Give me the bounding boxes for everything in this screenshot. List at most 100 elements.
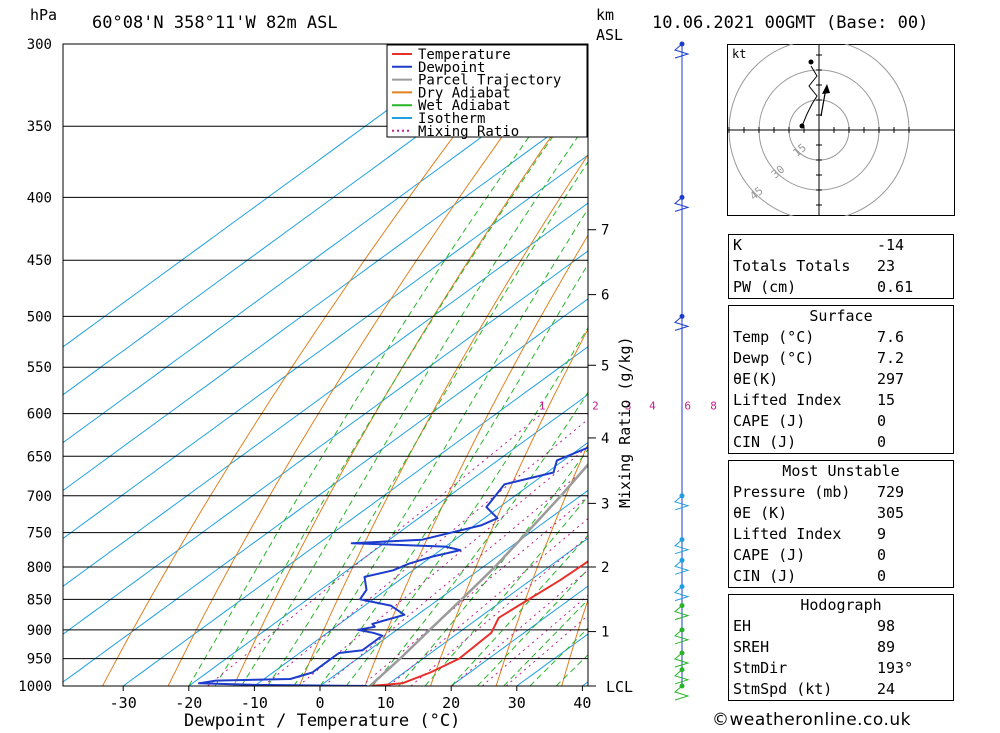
hodograph-point [808, 59, 814, 65]
hodo-row: StmSpd (kt) 24 [733, 680, 896, 698]
pressure-tick-label: 450 [27, 253, 52, 269]
asl-label: ASL [596, 26, 623, 44]
wind-barb [673, 559, 690, 575]
dry-adiabat-line [955, 44, 1000, 686]
pressure-tick-label: 850 [27, 592, 52, 608]
mixing-ratio-label: 2 [592, 400, 599, 413]
wind-profile [673, 41, 690, 701]
legend-entry-label: Dewpoint [418, 60, 485, 76]
surface-box: Surface Temp (°C) 7.6 Dewp (°C) 7.2 θE(K) 2… [728, 305, 954, 454]
km-tick-label: 2 [601, 560, 609, 576]
surface-title: Surface [809, 307, 873, 325]
mu-row: CAPE (J) 0 [733, 546, 887, 564]
wind-barb [673, 43, 690, 59]
wet-adiabat-line [214, 85, 588, 686]
storm-motion-arrowhead [822, 84, 830, 94]
pressure-tick-label: 550 [27, 360, 52, 376]
wind-barb [673, 495, 690, 511]
pressure-tick-label: 350 [27, 119, 52, 135]
isotherm-line [63, 44, 479, 348]
index-row: Totals Totals 23 [733, 257, 896, 275]
km-tick-label: 4 [601, 431, 609, 447]
mixing-ratio-axis-label: Mixing Ratio (g/kg) [616, 336, 634, 508]
isotherm-line [63, 58, 588, 444]
plot-frame [62, 43, 589, 687]
mixing-ratio-label: 8 [710, 400, 717, 413]
wind-barb [673, 539, 690, 555]
surface-row: CAPE (J) 0 [733, 412, 887, 430]
surface-row: θE(K) 297 [733, 370, 905, 388]
legend-entry-label: Isotherm [418, 111, 485, 127]
pressure-tick-label: 300 [27, 37, 52, 53]
x-tick-label: 20 [442, 694, 460, 712]
wind-barb [673, 316, 690, 331]
wind-barb [673, 652, 690, 668]
wind-barb [673, 197, 690, 212]
credit-text: ©weatheronline.co.uk [712, 710, 912, 730]
mixing-ratio-label: 1 [539, 400, 546, 413]
location-title: 60°08'N 358°11'W 82m ASL [92, 13, 338, 33]
wet-adiabat-line [503, 598, 588, 686]
hodograph-ring-label: 45 [747, 184, 766, 202]
surface-row: Dewp (°C) 7.2 [733, 349, 905, 367]
index-row: K -14 [733, 236, 905, 254]
axis-ticks: 3003504004505005506006507007508008509009… [18, 37, 609, 712]
hodograph-title: Hodograph [800, 596, 882, 614]
mixing-ratio-line [263, 418, 588, 686]
km-tick-label: 7 [601, 223, 609, 239]
wind-barb [673, 605, 690, 621]
wet-adiabat-line [319, 263, 588, 686]
surface-row: Lifted Index 15 [733, 391, 896, 409]
mixing-ratio-label: 6 [684, 400, 691, 413]
wind-barb [673, 586, 690, 602]
km-tick-label: 1 [601, 625, 609, 641]
mixing-ratio-label: 4 [649, 400, 656, 413]
temperature-line [369, 560, 588, 686]
wet-adiabat-line [477, 568, 588, 686]
wet-adiabat-line [293, 208, 588, 686]
km-tick-label: 5 [601, 358, 609, 374]
isotherm-line [63, 44, 544, 396]
mu-row: CIN (J) 0 [733, 567, 887, 585]
dewpoint-line [198, 445, 588, 686]
hodo-row: StmDir 193° [733, 659, 914, 677]
mixing-ratio-line [207, 413, 543, 686]
wind-barb [673, 669, 690, 685]
legend-entry-label: Dry Adiabat [418, 85, 511, 101]
pressure-tick-label: 900 [27, 623, 52, 639]
legend-box [386, 44, 588, 138]
mixing-ratio-line [323, 466, 588, 686]
x-tick-label: 40 [573, 694, 591, 712]
mu-row: Pressure (mb) 729 [733, 483, 905, 501]
dry-adiabat-line [167, 44, 571, 686]
hodograph-trace [801, 65, 818, 127]
sounding-series [198, 445, 588, 686]
km-tick-label: 3 [601, 496, 609, 512]
indices-top-box: K -14 Totals Totals 23 PW (cm) 0.61 [728, 234, 954, 299]
datetime-title: 10.06.2021 00GMT (Base: 00) [652, 13, 928, 33]
x-tick-label: -20 [175, 694, 202, 712]
wind-barb [673, 629, 690, 645]
mixing-ratio-label: 3 [625, 400, 632, 413]
pressure-tick-label: 800 [27, 560, 52, 576]
surface-row: Temp (°C) 7.6 [733, 328, 905, 346]
pressure-tick-label: 750 [27, 526, 52, 542]
isotherm-line [63, 106, 588, 492]
km-tick-label: 6 [601, 288, 609, 304]
x-tick-label: -10 [241, 694, 268, 712]
lcl-label: LCL [606, 678, 633, 696]
pressure-tick-label: 500 [27, 309, 52, 325]
isotherm-line [63, 202, 588, 587]
hodograph-unit: kt [732, 47, 746, 61]
wet-adiabat-line [345, 326, 588, 686]
pressure-tick-label: 600 [27, 407, 52, 423]
index-row: PW (cm) 0.61 [733, 278, 914, 296]
x-tick-label: 10 [377, 694, 395, 712]
hodo-row: SREH 89 [733, 638, 896, 656]
legend-entry-label: Wet Adiabat [418, 98, 511, 114]
x-tick-label: 30 [508, 694, 526, 712]
hodograph-point [799, 123, 805, 129]
